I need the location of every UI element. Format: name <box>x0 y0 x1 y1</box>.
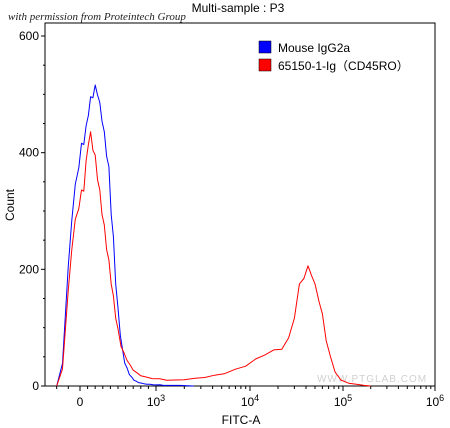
legend-swatch-mouse-igg2a <box>258 40 272 54</box>
site-watermark: WWW.PTGLAB.COM <box>317 374 427 385</box>
x-tick-label: 103 <box>147 393 165 409</box>
y-tick-label: 400 <box>19 146 39 160</box>
x-tick-label: 0 <box>77 395 84 409</box>
watermark-text: with permission from Proteintech Group <box>8 11 186 23</box>
legend-label-mouse-igg2a: Mouse IgG2a <box>278 41 350 55</box>
chart-title: Multi-sample : P3 <box>192 1 285 15</box>
plot-frame <box>44 22 436 387</box>
series-line-1 <box>56 131 371 387</box>
legend: Mouse IgG2a 65150-1-Ig（CD45RO） <box>258 40 409 73</box>
x-axis-label: FITC-A <box>222 413 261 427</box>
y-tick-label: 0 <box>32 379 39 393</box>
x-tick-label: 104 <box>241 393 259 409</box>
x-axis-ticks: 0 103 104 105 106 <box>56 386 444 409</box>
y-tick-label: 600 <box>19 29 39 43</box>
series-line-0 <box>56 84 194 387</box>
legend-label-cd45ro: 65150-1-Ig（CD45RO） <box>278 59 409 73</box>
y-axis-ticks: 0 200 400 600 <box>19 29 45 393</box>
legend-swatch-cd45ro <box>258 58 272 72</box>
y-axis-label: Count <box>3 188 17 221</box>
y-tick-label: 200 <box>19 262 39 276</box>
x-tick-label: 105 <box>334 393 352 409</box>
x-tick-label: 106 <box>426 393 444 409</box>
series-lines <box>56 84 371 387</box>
